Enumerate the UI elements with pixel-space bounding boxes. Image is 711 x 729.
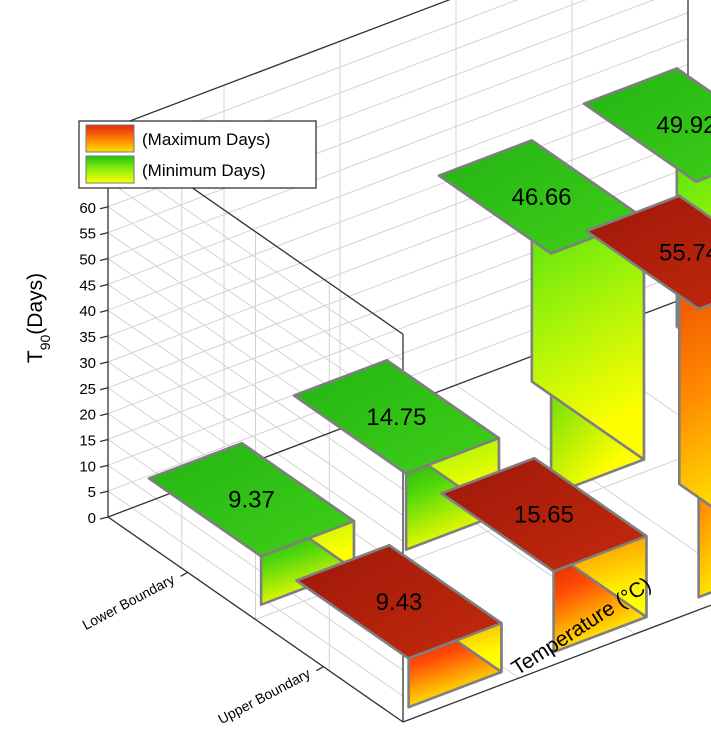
bar-value-label: 14.75 (366, 404, 426, 431)
y-tick-label: 30 (79, 355, 96, 372)
bar-minimum-25: 14.75 (292, 358, 501, 552)
y-tick-label: 10 (79, 458, 96, 475)
bar-value-label: 9.37 (228, 487, 275, 514)
depth-tick-label: Upper Boundary (215, 665, 313, 727)
y-tick-label: 35 (79, 329, 96, 346)
bar-maximum-15: 55.74 (585, 194, 711, 599)
bar-minimum-37: 9.37 (147, 441, 356, 607)
bar-value-label: 46.66 (511, 184, 571, 211)
bar-top-face (440, 456, 648, 573)
y-axis-title: T90(Days) (24, 273, 53, 363)
legend: (Maximum Days) (Minimum Days) (78, 120, 317, 189)
bar-top-face (582, 67, 711, 183)
bar-top-face (292, 358, 501, 475)
bar-top-face (585, 194, 711, 311)
y-tick-label: 15 (79, 432, 96, 449)
y-tick-label: 25 (79, 381, 96, 398)
bar-value-label: 9.43 (376, 589, 423, 616)
bar-value-label: 55.74 (659, 240, 711, 267)
bar-top-face (295, 543, 503, 660)
bar-maximum-25: 15.65 (440, 456, 648, 654)
bar-value-label: 15.65 (514, 502, 574, 529)
bar-top-face (147, 441, 356, 558)
legend-swatch-minimum-days (85, 155, 135, 184)
y-tick-label: 45 (79, 277, 96, 294)
y-tick-label: 50 (79, 252, 96, 269)
y-tick-label: 40 (79, 303, 96, 320)
legend-label-minimum-days: (Minimum Days) (142, 161, 266, 180)
legend-swatch-maximum-days (85, 124, 135, 153)
y-tick-label: 5 (88, 484, 96, 501)
y-tick-label: 0 (88, 510, 96, 527)
y-tick-label: 20 (79, 407, 96, 424)
y-tick-label: 60 (79, 200, 96, 217)
bar-maximum-37: 9.43 (295, 543, 503, 709)
bar-value-label: 49.92 (656, 112, 711, 139)
y-tick-label: 55 (79, 226, 96, 243)
depth-tick-label: Lower Boundary (80, 571, 178, 633)
legend-label-maximum-days: (Maximum Days) (142, 130, 270, 149)
